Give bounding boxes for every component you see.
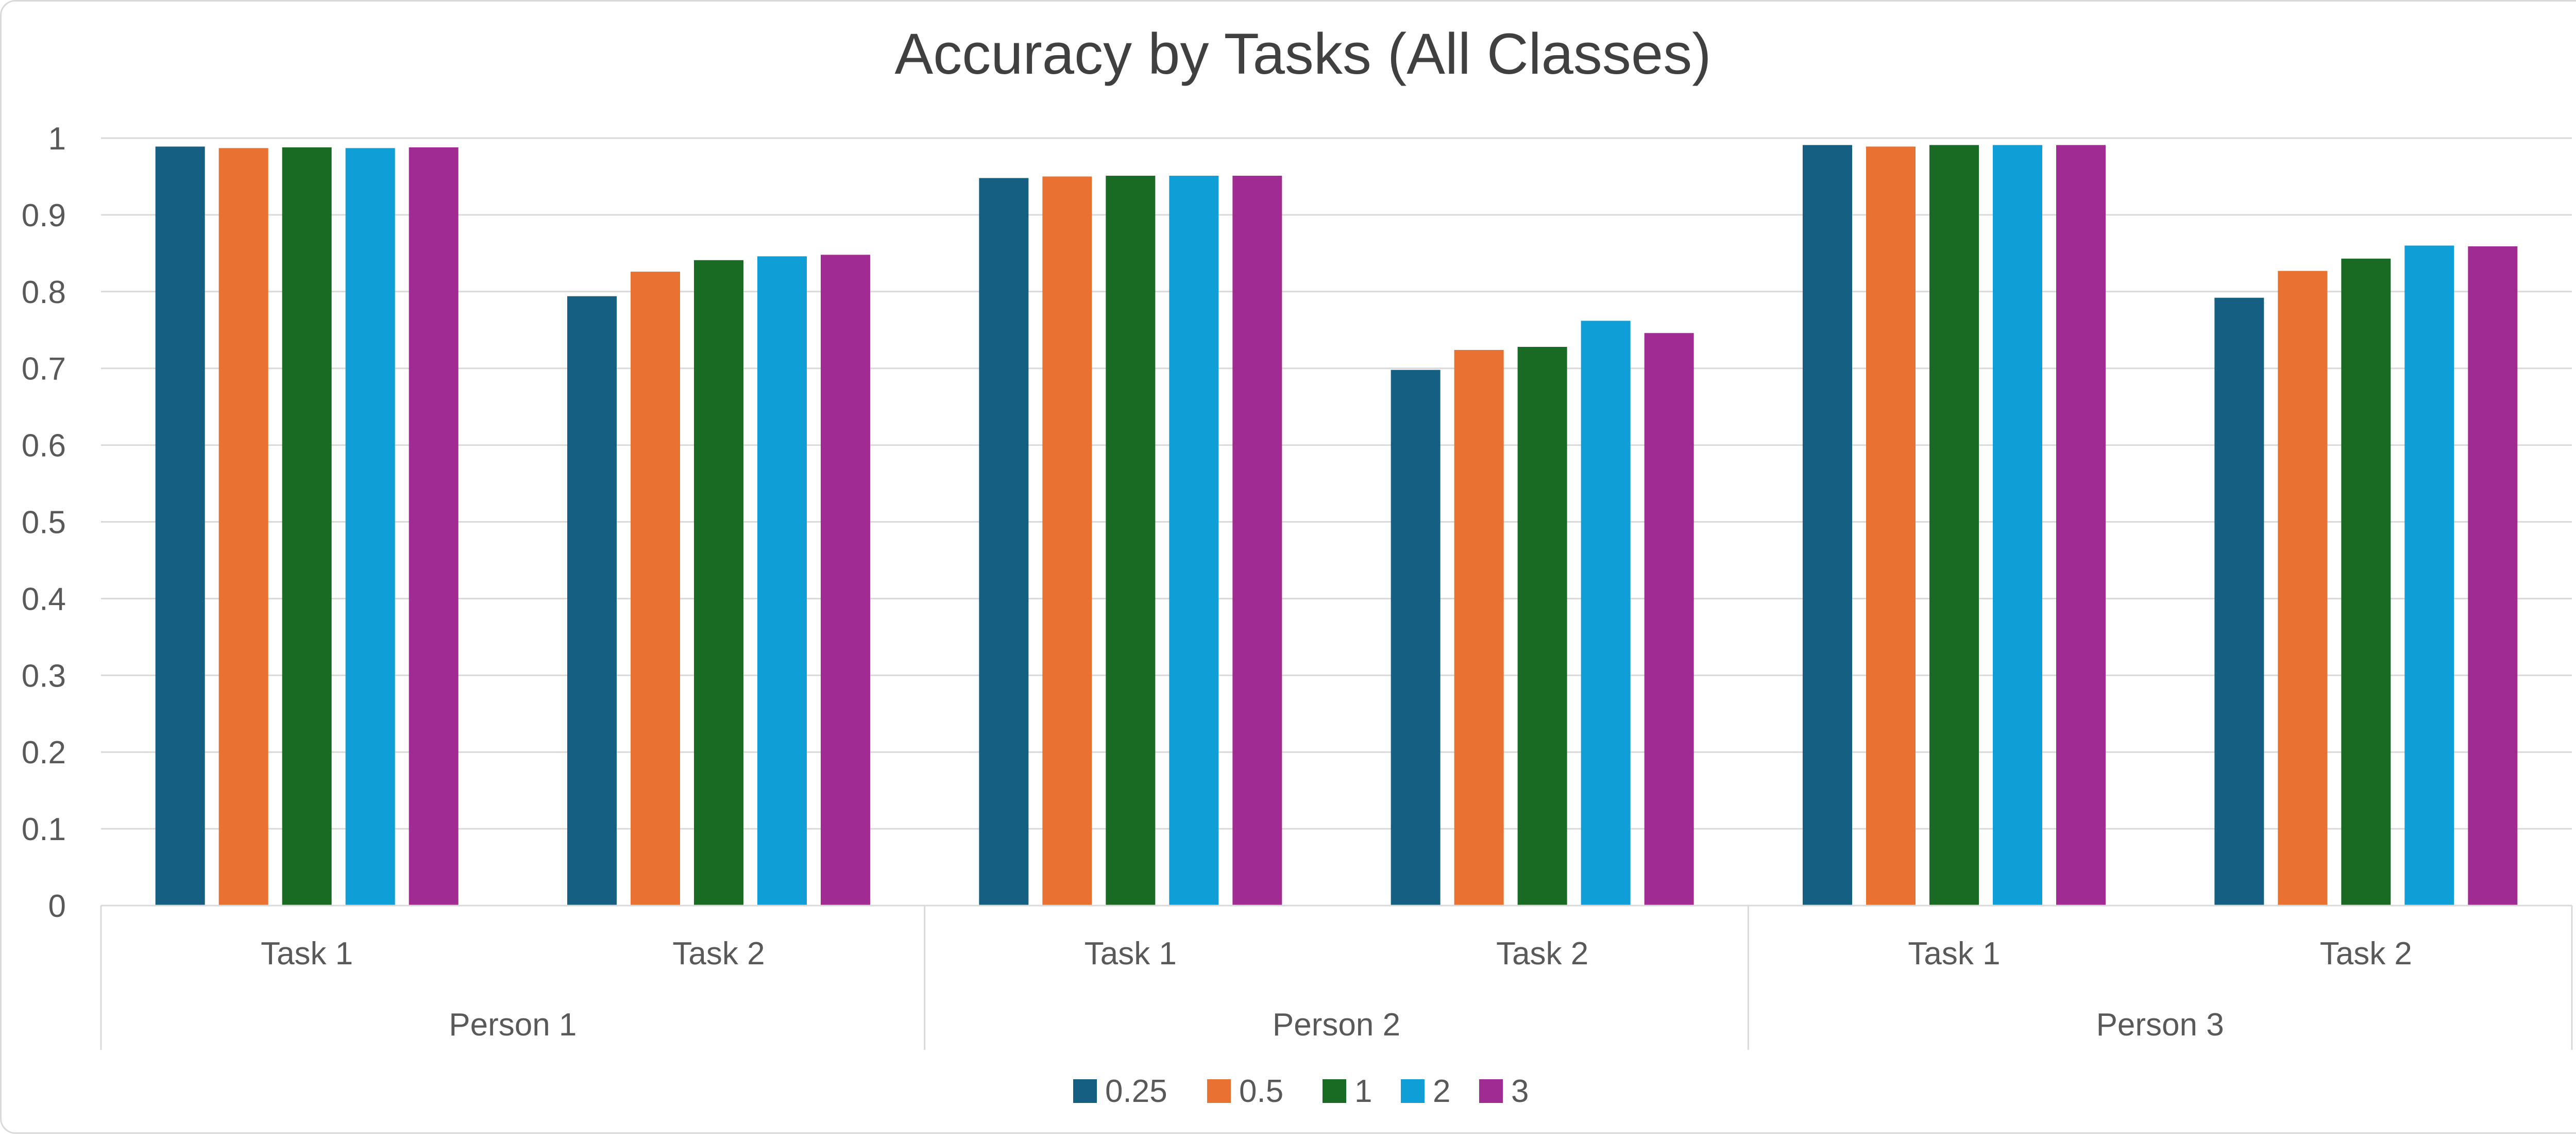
bar xyxy=(1391,370,1440,906)
chart-title: Accuracy by Tasks (All Classes) xyxy=(894,22,1711,86)
x-axis: Task 1 Task 2 Task 1 Task 2 Task 1 Task 2 Pers… xyxy=(100,905,2573,1050)
bar xyxy=(1454,349,1504,906)
legend-label: 1 xyxy=(1354,1074,1372,1109)
bar xyxy=(567,296,617,906)
legend-swatch xyxy=(1401,1079,1425,1103)
gridlines xyxy=(101,137,2572,830)
legend-label: 2 xyxy=(1433,1074,1450,1109)
bar xyxy=(757,256,807,906)
bar xyxy=(218,148,268,906)
y-axis-ticks: 0 0.1 0.2 0.3 0.4 0.5 0.6 0.7 0.8 0.9 1 xyxy=(22,121,66,924)
bar xyxy=(1803,145,1852,906)
x-tick-label: Task 1 xyxy=(1908,936,2000,972)
bar xyxy=(345,148,395,906)
bar xyxy=(409,147,459,906)
x-group-label: Person 3 xyxy=(2096,1007,2224,1043)
bar xyxy=(631,272,680,906)
bar xyxy=(1232,175,1282,906)
y-tick-label: 0.4 xyxy=(22,581,66,617)
bar xyxy=(2278,271,2328,906)
x-tick-label: Task 1 xyxy=(1084,936,1177,972)
y-tick-label: 0.7 xyxy=(22,352,66,387)
bar xyxy=(155,146,205,906)
bar xyxy=(1581,321,1631,906)
x-tick-label: Task 2 xyxy=(672,936,765,972)
legend-label: 0.25 xyxy=(1105,1074,1167,1109)
legend-swatch xyxy=(1323,1079,1346,1103)
y-tick-label: 0 xyxy=(48,889,66,924)
bar xyxy=(1993,145,2042,906)
y-tick-label: 1 xyxy=(48,121,66,157)
bar xyxy=(1929,145,1979,906)
y-tick-label: 0.9 xyxy=(22,198,66,233)
bar xyxy=(1169,175,1219,906)
bar xyxy=(1866,146,1916,906)
y-tick-label: 0.5 xyxy=(22,505,66,541)
y-tick-label: 0.3 xyxy=(22,658,66,694)
bar xyxy=(694,260,743,906)
legend: 0.25 0.5 1 2 3 xyxy=(1073,1074,1529,1109)
x-tick-label: Task 1 xyxy=(261,936,353,972)
bar xyxy=(2468,246,2518,906)
x-group-label: Person 2 xyxy=(1273,1007,1400,1043)
bar xyxy=(2341,258,2391,906)
bar xyxy=(821,255,870,906)
x-tick-label: Task 2 xyxy=(1496,936,1588,972)
bar xyxy=(1644,333,1694,906)
y-tick-label: 0.8 xyxy=(22,275,66,310)
bar xyxy=(282,147,332,906)
legend-swatch xyxy=(1207,1079,1231,1103)
x-tick-label: Task 2 xyxy=(2320,936,2412,972)
bar xyxy=(2214,297,2264,906)
legend-label: 0.5 xyxy=(1239,1074,1283,1109)
x-group-label: Person 1 xyxy=(449,1007,577,1043)
bar xyxy=(979,178,1029,906)
legend-swatch xyxy=(1073,1079,1097,1103)
bar xyxy=(1517,347,1567,906)
y-tick-label: 0.2 xyxy=(22,735,66,771)
legend-label: 3 xyxy=(1511,1074,1529,1109)
bars xyxy=(155,145,2518,906)
bar xyxy=(1042,176,1092,906)
y-tick-label: 0.6 xyxy=(22,428,66,464)
bar xyxy=(2404,245,2454,906)
legend-swatch xyxy=(1479,1079,1503,1103)
bar xyxy=(1106,175,1156,906)
bar xyxy=(2056,145,2106,906)
y-tick-label: 0.1 xyxy=(22,812,66,847)
